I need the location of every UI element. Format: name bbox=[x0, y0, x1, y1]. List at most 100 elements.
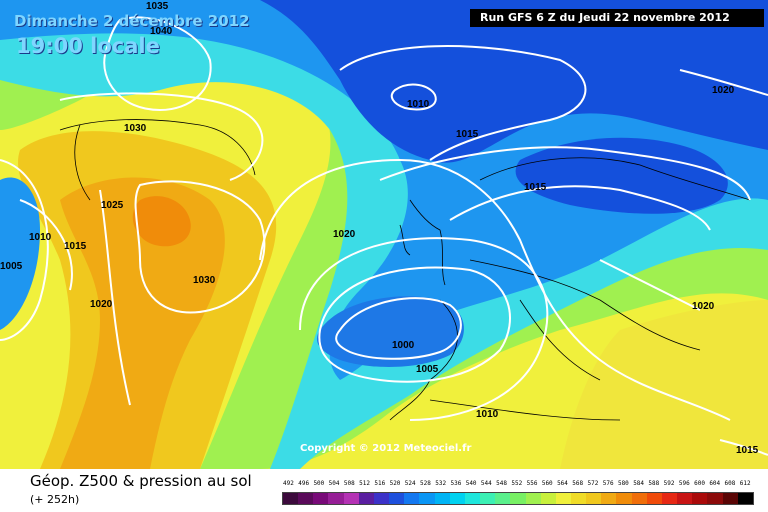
field-southeast-warm bbox=[560, 300, 768, 469]
iso-label-1030-ridge: 1030 bbox=[193, 275, 216, 286]
iso-label-1010: 1010 bbox=[476, 409, 499, 420]
scale-swatch bbox=[510, 493, 526, 504]
scale-label: 500 bbox=[313, 480, 325, 487]
scale-label: 540 bbox=[465, 480, 477, 487]
scale-swatch bbox=[737, 493, 753, 504]
iso-label-1005-west: 1005 bbox=[0, 261, 23, 272]
isobar-1030-ridge bbox=[134, 180, 266, 314]
scale-label: 600 bbox=[694, 480, 705, 487]
color-scale-labels: 492 496 500 504 508 512 516 520 524 528 532 536 540 5… bbox=[282, 480, 754, 488]
scale-label: 532 bbox=[435, 480, 447, 487]
scale-swatch bbox=[373, 493, 390, 504]
isobar-1020-northeast bbox=[679, 69, 768, 96]
italy-coast bbox=[519, 299, 601, 381]
isobar-1020-east bbox=[599, 259, 701, 311]
scale-swatch bbox=[298, 493, 314, 504]
scale-swatch bbox=[661, 493, 678, 504]
scale-swatch bbox=[555, 493, 571, 504]
scale-swatch bbox=[313, 493, 329, 504]
field-west-low bbox=[0, 177, 40, 330]
scale-swatch bbox=[495, 493, 511, 504]
field-blue-low bbox=[316, 296, 464, 367]
isobar-labels: 1035 1040 1030 1025 1030 1010 1015 1005 … bbox=[0, 1, 759, 456]
isobar-1025 bbox=[99, 189, 131, 406]
scale-swatch bbox=[601, 493, 617, 504]
isobar-1020-west bbox=[259, 158, 731, 421]
scale-label: 528 bbox=[420, 480, 431, 487]
isobar-1010 bbox=[299, 237, 549, 421]
coastlines bbox=[59, 119, 751, 421]
legend-area: Géop. Z500 & pression au sol (+ 252h) 49… bbox=[0, 469, 768, 512]
scale-label: 492 bbox=[283, 480, 294, 487]
scale-swatch bbox=[464, 493, 481, 504]
field-deep-blue-north bbox=[260, 0, 768, 163]
isobar-1015-west bbox=[19, 199, 73, 291]
copyright-notice: Copyright © 2012 Meteociel.fr bbox=[300, 443, 472, 454]
scandinavia-coast bbox=[479, 157, 751, 201]
iso-label-1000: 1000 bbox=[392, 340, 415, 351]
forecast-time: 19:00 locale bbox=[16, 34, 160, 58]
geopotential-map: 1035 1040 1030 1025 1030 1010 1015 1005 … bbox=[0, 0, 768, 469]
scale-label: 556 bbox=[526, 480, 538, 487]
scale-label: 504 bbox=[328, 480, 340, 487]
scale-label: 564 bbox=[557, 480, 568, 487]
mainland-europe bbox=[469, 259, 701, 351]
field-ridge-orange bbox=[60, 177, 225, 469]
scale-swatch bbox=[570, 493, 587, 504]
scale-label: 508 bbox=[343, 480, 355, 487]
iso-label-1020-southwest: 1020 bbox=[90, 299, 113, 310]
isobar-1040 bbox=[103, 16, 212, 112]
scale-swatch bbox=[358, 493, 374, 504]
scale-swatch bbox=[434, 493, 450, 504]
scale-swatch bbox=[480, 493, 496, 504]
iso-label-1010-north: 1010 bbox=[407, 99, 430, 110]
isobar-1030-north bbox=[59, 92, 264, 181]
scale-label: 548 bbox=[496, 480, 507, 487]
scale-swatch bbox=[540, 493, 556, 504]
scale-swatch bbox=[692, 493, 708, 504]
scale-label: 588 bbox=[648, 480, 660, 487]
iso-label-1005: 1005 bbox=[416, 364, 439, 375]
scale-label: 512 bbox=[359, 480, 370, 487]
iso-label-1020-northeast: 1020 bbox=[712, 85, 735, 96]
scale-label: 516 bbox=[374, 480, 386, 487]
isobar-1015-southeast bbox=[719, 439, 768, 456]
field-ridge-core bbox=[132, 196, 191, 247]
scale-label: 496 bbox=[298, 480, 310, 487]
greenland-south bbox=[74, 124, 91, 201]
iso-label-1025: 1025 bbox=[101, 200, 124, 211]
scale-swatch bbox=[328, 493, 344, 504]
scale-label: 612 bbox=[739, 480, 751, 487]
iso-label-1015-east: 1015 bbox=[524, 182, 547, 193]
scale-swatch bbox=[722, 493, 738, 504]
isobar-1000 bbox=[335, 297, 462, 360]
scale-label: 592 bbox=[663, 480, 675, 487]
scale-label: 560 bbox=[541, 480, 553, 487]
scale-label: 536 bbox=[450, 480, 462, 487]
britain-coast bbox=[409, 199, 446, 286]
scale-swatch bbox=[404, 493, 420, 504]
ireland-coast bbox=[399, 224, 411, 256]
scale-label: 520 bbox=[389, 480, 401, 487]
scale-swatch bbox=[707, 493, 723, 504]
scale-label: 608 bbox=[724, 480, 736, 487]
scale-swatch bbox=[419, 493, 435, 504]
iso-label-1030-north: 1030 bbox=[124, 123, 147, 134]
scale-swatch bbox=[389, 493, 405, 504]
iso-label-1010-west: 1010 bbox=[29, 232, 52, 243]
scale-label: 580 bbox=[617, 480, 629, 487]
isobar-1010-north bbox=[390, 83, 437, 111]
scale-label: 576 bbox=[602, 480, 614, 487]
north-africa-coast bbox=[429, 399, 621, 421]
iso-label-1015-southeast: 1015 bbox=[736, 445, 759, 456]
model-run-label: Run GFS 6 Z du Jeudi 22 novembre 2012 bbox=[470, 9, 764, 27]
scale-label: 604 bbox=[709, 480, 721, 487]
scale-swatch bbox=[677, 493, 693, 504]
color-scale-bar bbox=[282, 492, 754, 505]
forecast-date: Dimanche 2 décembre 2012 bbox=[14, 12, 250, 30]
scale-label: 572 bbox=[587, 480, 599, 487]
isobar-1015-north bbox=[339, 45, 587, 161]
isobar-1005 bbox=[318, 266, 511, 383]
scale-swatch bbox=[525, 493, 541, 504]
